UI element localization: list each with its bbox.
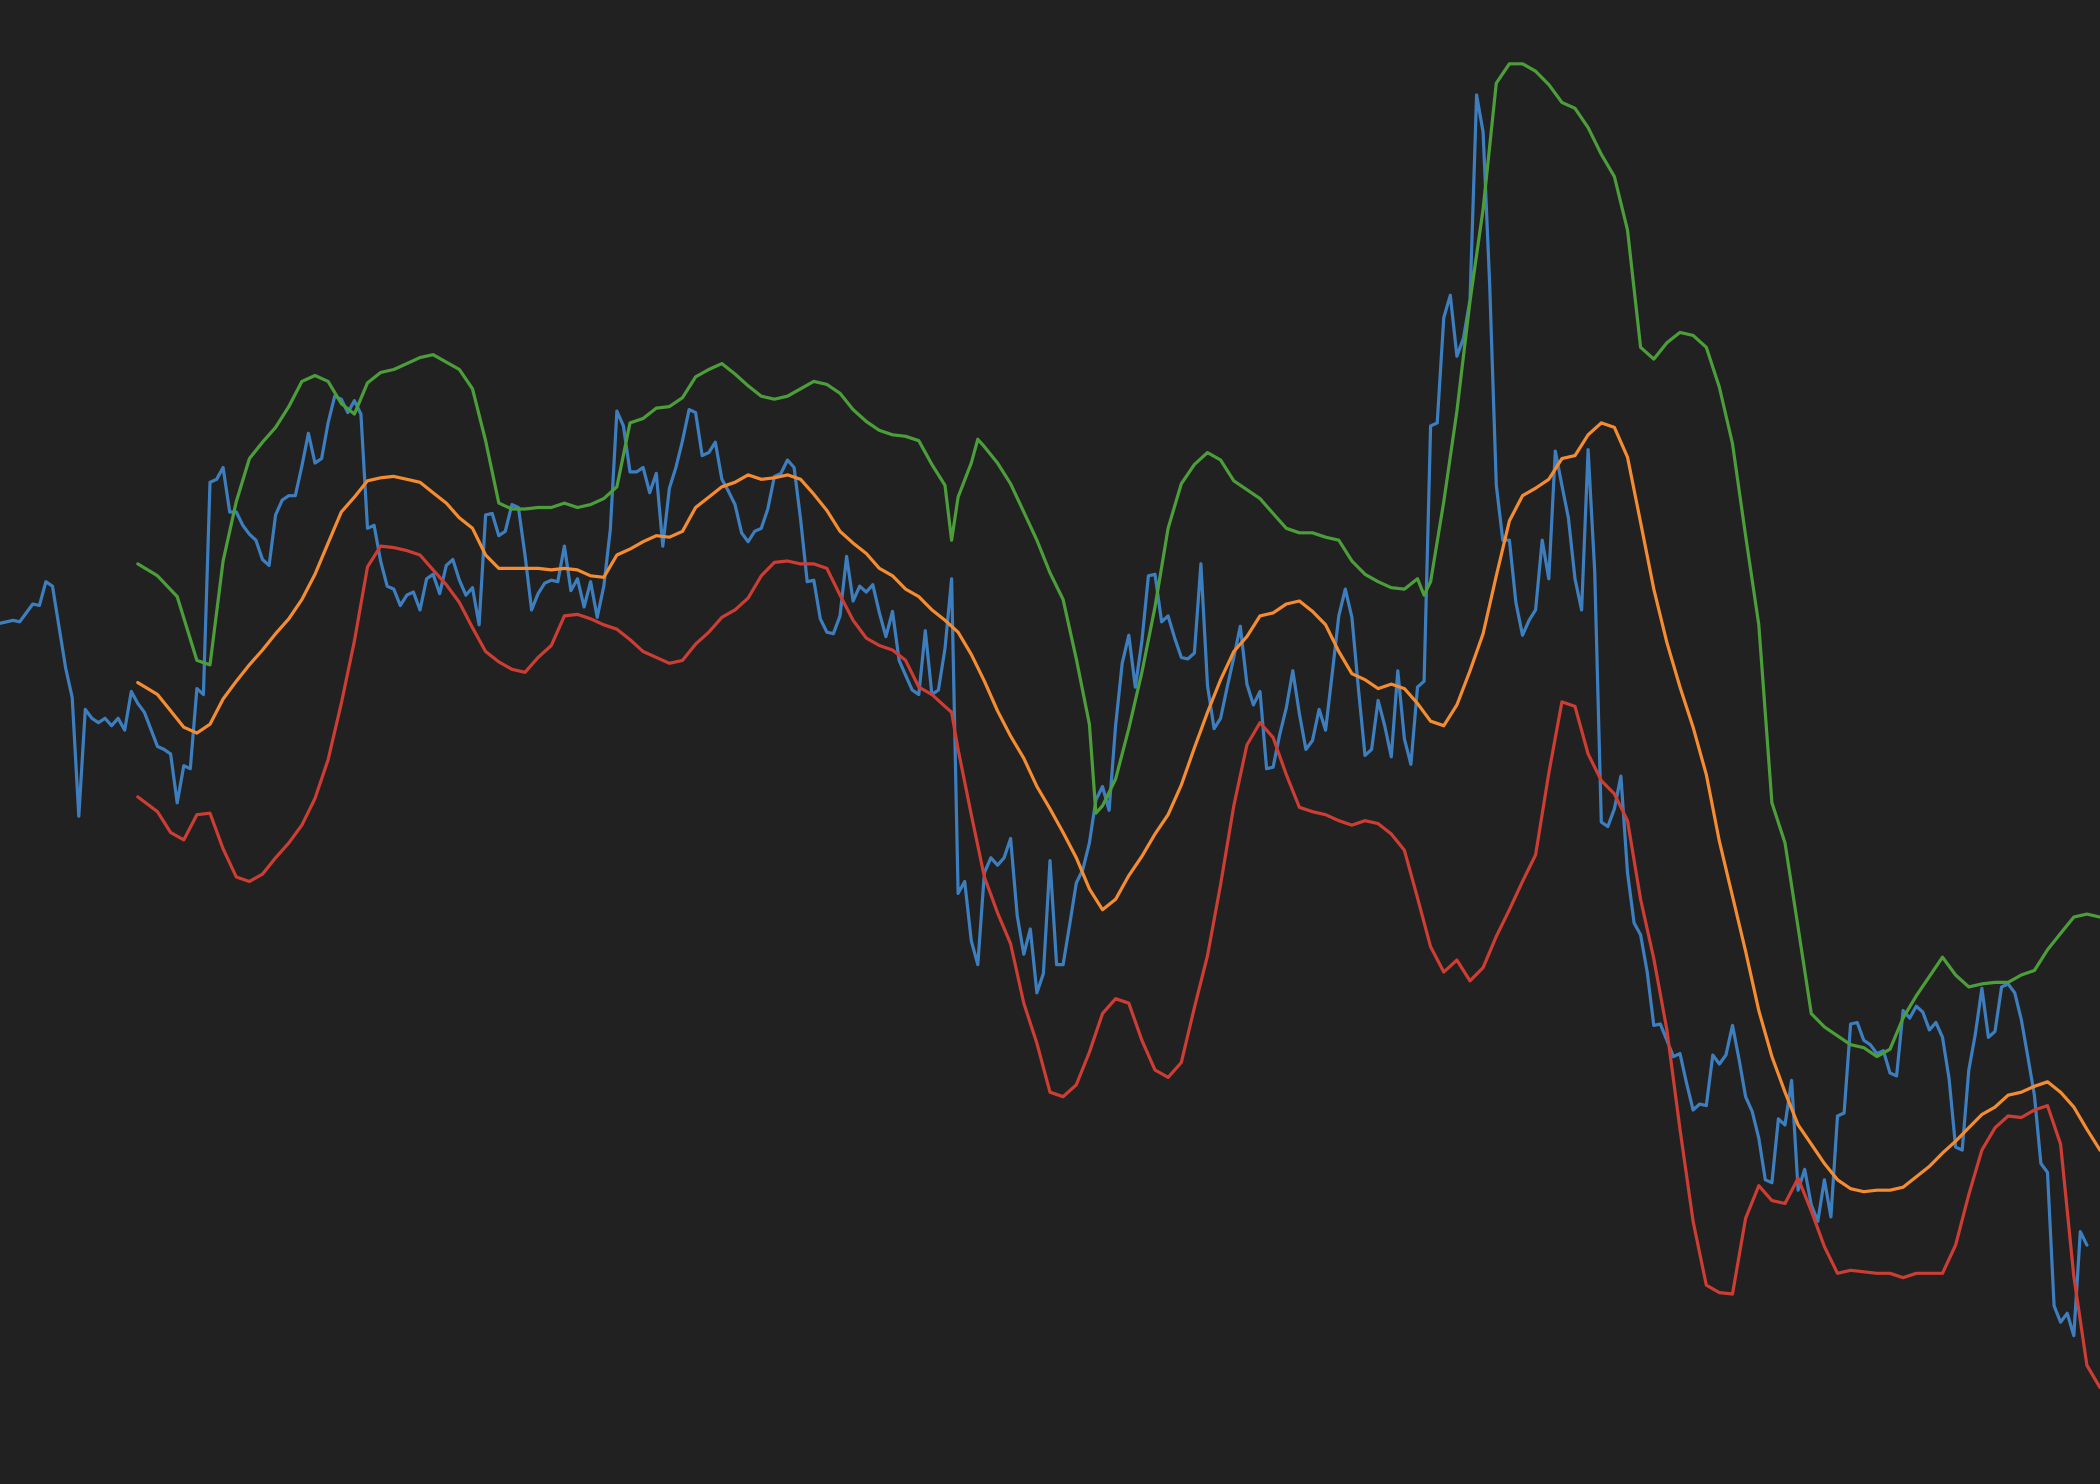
series-line-middle-average	[136, 421, 2100, 1194]
series-line-price	[0, 93, 2089, 1338]
series-line-lower-band	[136, 544, 2100, 1390]
series-line-upper-band	[136, 62, 2100, 1059]
series-layer	[0, 62, 2100, 1390]
